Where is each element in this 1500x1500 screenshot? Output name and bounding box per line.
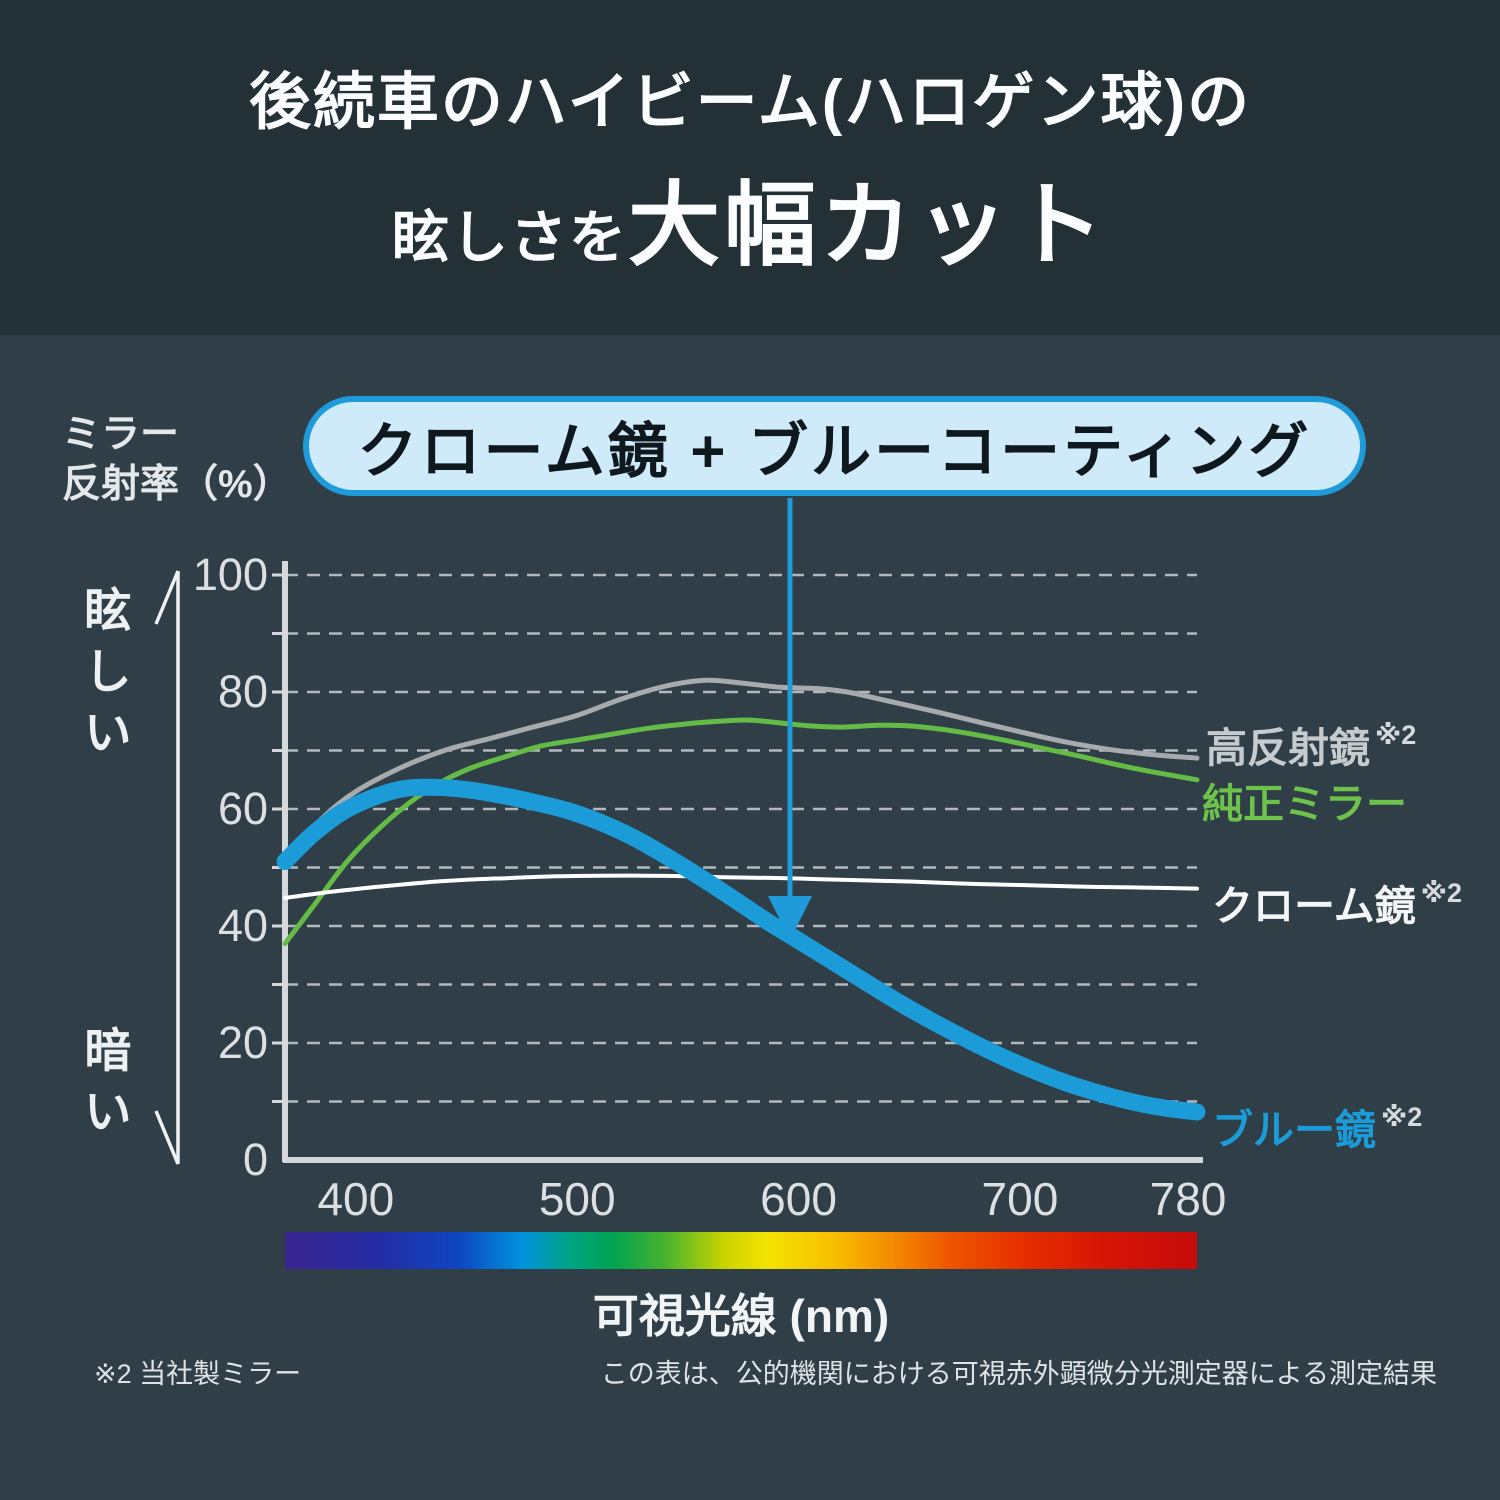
legend-chrome-mirror: クローム鏡 ※2 — [1212, 870, 1462, 929]
x-tick-label-700: 700 — [981, 1173, 1059, 1225]
y-axis-title-line2: 反射率（%） — [62, 463, 292, 506]
curve-ブルー鏡 — [276, 778, 1206, 1121]
legend-blue-mirror-note: ※2 — [1381, 1102, 1423, 1132]
dark-label: 暗い — [84, 1024, 132, 1139]
bright-arrowhead-icon — [154, 570, 180, 625]
dark-arrowhead-icon — [154, 1110, 180, 1165]
curve-高反射鏡 — [282, 677, 1200, 859]
legend-oem-mirror-label: 純正ミラー — [1202, 781, 1407, 827]
x-tick-label-600: 600 — [760, 1173, 837, 1225]
y-axis-title: ミラー 反射率（%） — [62, 410, 292, 510]
y-tick-label-20: 20 — [217, 1017, 268, 1068]
callout-arrowhead-icon — [768, 896, 812, 940]
legend-chrome-mirror-label: クローム鏡 — [1212, 883, 1416, 929]
y-tick-label-40: 40 — [217, 900, 268, 951]
legend-chrome-mirror-note: ※2 — [1420, 878, 1463, 908]
x-axis-caption: 可視光線 (nm) — [592, 1290, 890, 1342]
page-title-line2: 眩しさを大幅カット — [392, 151, 1108, 284]
y-tick-label-80: 80 — [217, 666, 268, 717]
footnote-right: この表は、公的機関における可視赤外顕微分光測定器による測定結果 — [600, 1359, 1437, 1389]
y-tick-label-0: 0 — [242, 1134, 268, 1185]
callout-bubble: クローム鏡 + ブルーコーティング — [303, 396, 1366, 496]
curve-クローム鏡 — [283, 873, 1199, 900]
visible-spectrum-bar — [285, 1232, 1197, 1269]
legend-high-reflect-mirror-label: 高反射鏡 — [1206, 725, 1370, 771]
legend-blue-mirror-label: ブルー鏡 — [1212, 1107, 1376, 1153]
x-tick-label-400: 400 — [317, 1173, 395, 1225]
legend-high-reflect-mirror: 高反射鏡 ※2 — [1206, 712, 1416, 771]
y-tick-label-100: 100 — [192, 549, 268, 600]
page-title-line2-small: 眩しさを — [391, 206, 628, 270]
legend-blue-mirror: ブルー鏡 ※2 — [1212, 1094, 1422, 1153]
x-tick-label-500: 500 — [538, 1173, 616, 1225]
y-tick-label-60: 60 — [217, 783, 268, 834]
legend-high-reflect-mirror-note: ※2 — [1375, 720, 1417, 750]
y-axis-title-line1: ミラー — [62, 413, 180, 456]
legend-oem-mirror: 純正ミラー — [1202, 768, 1412, 827]
callout-text: クローム鏡 + ブルーコーティング — [357, 417, 1312, 485]
page-title-line2-large: 大幅カット — [627, 175, 1108, 277]
x-tick-label-780: 780 — [1149, 1173, 1227, 1225]
page-title-line1: 後続車のハイビーム(ハロゲン球)の — [248, 68, 1252, 137]
bright-label: 眩しい — [84, 584, 132, 760]
footnote-left: ※2 当社製ミラー — [94, 1359, 302, 1389]
header-banner: 後続車のハイビーム(ハロゲン球)の 眩しさを大幅カット — [0, 0, 1500, 335]
